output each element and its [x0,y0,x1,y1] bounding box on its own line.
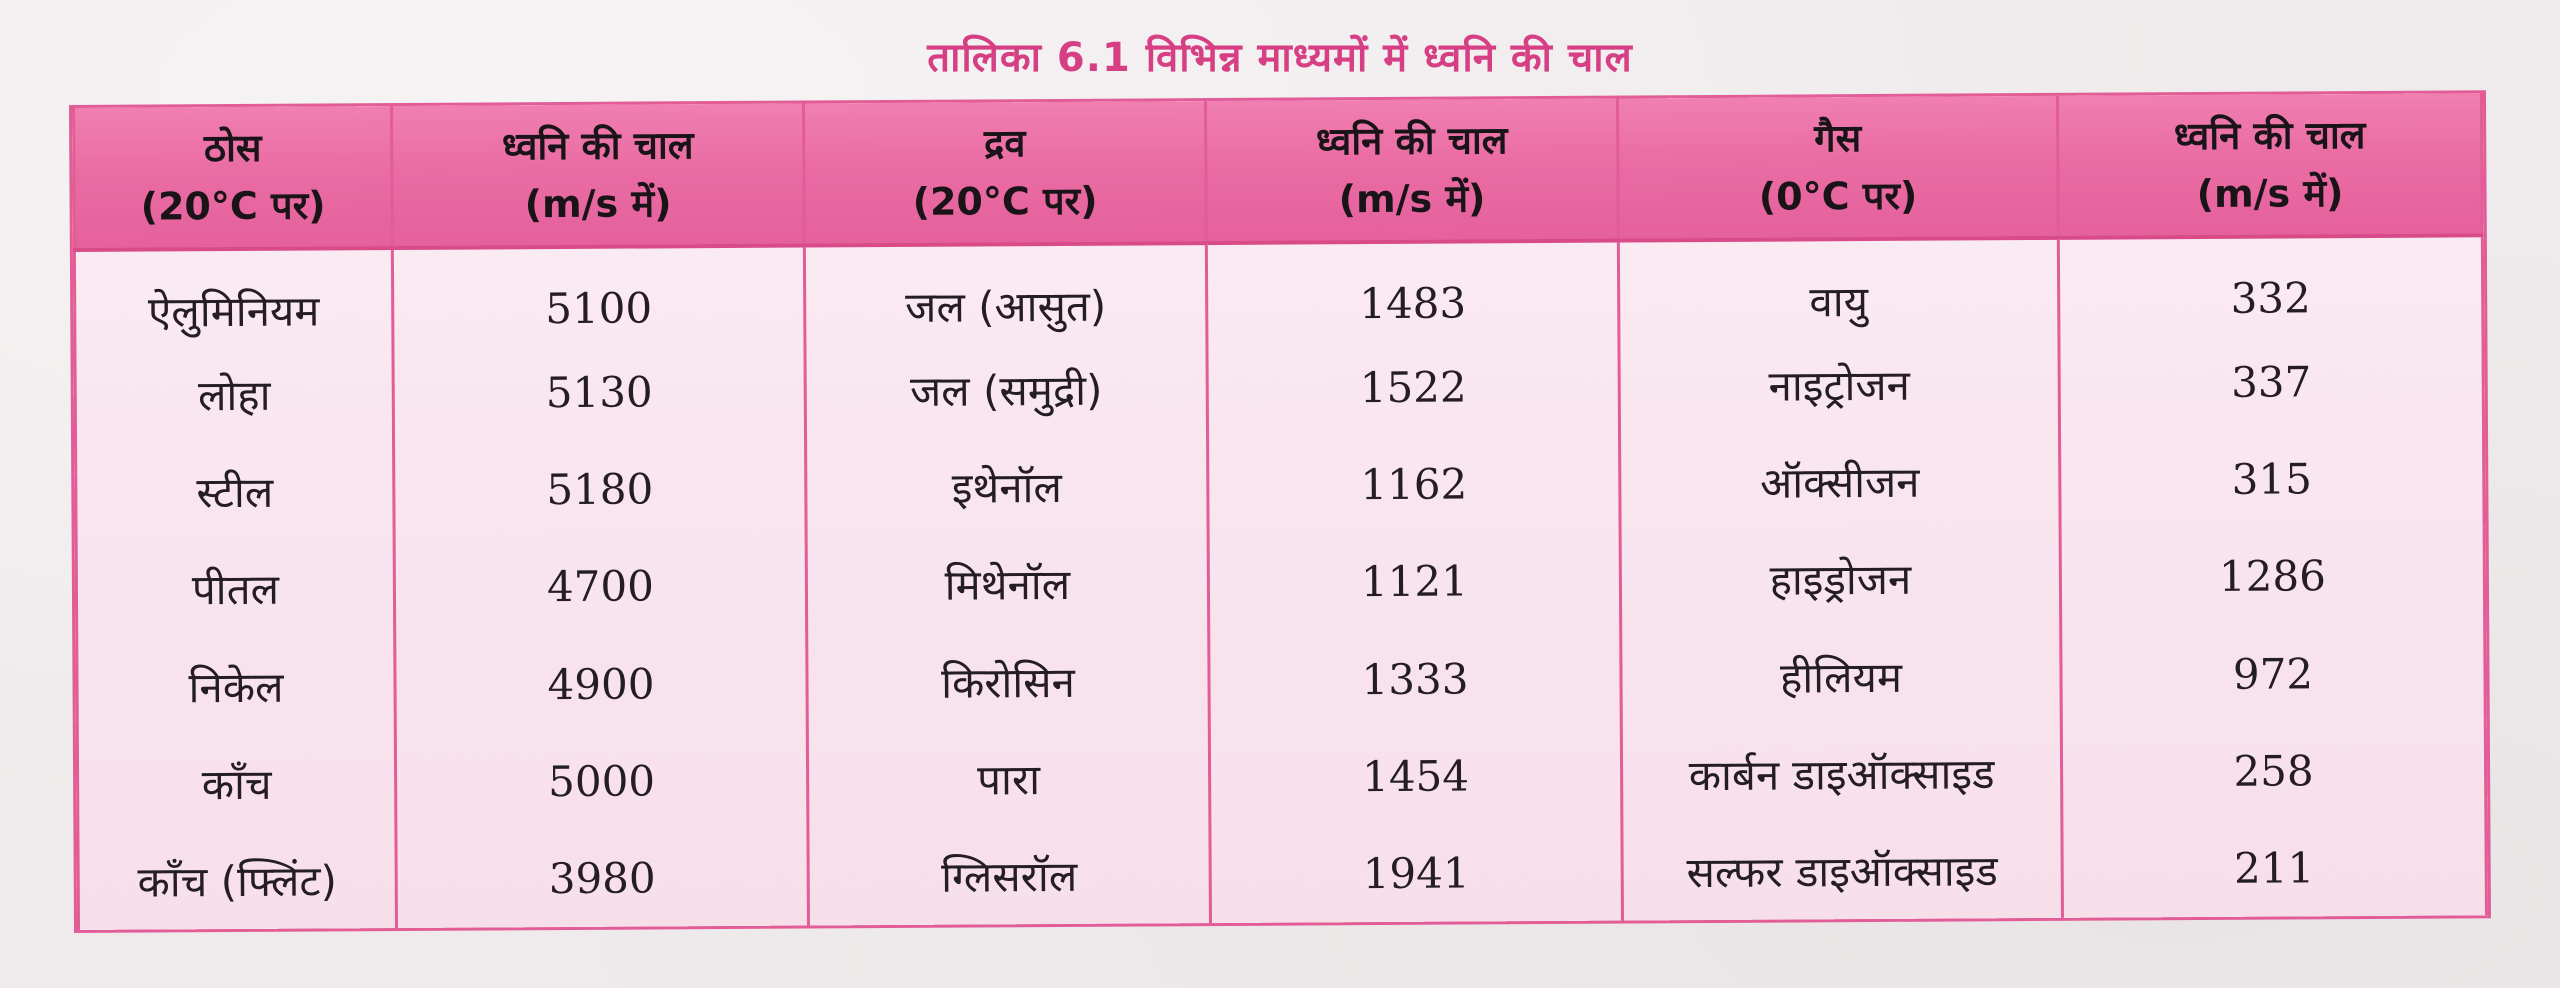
solid-speed-cell: 3980 [395,828,809,929]
solid-cell: लोहा [74,345,394,445]
header-liquid-condition: (20°C पर) [912,178,1098,224]
liquid-speed-cell: 1333 [1208,629,1622,729]
header-gas-speed-unit: (m/s में) [2196,171,2344,217]
solid-cell: काँच [77,733,396,833]
header-liquid-speed-title: ध्वनि की चाल [1315,118,1508,164]
table-row: काँच (फ्लिंट) 3980 ग्लिसरॉल 1941 सल्फर ड… [77,818,2487,930]
liquid-cell: जल (समुद्री) [804,340,1208,440]
solid-speed-cell: 4700 [394,536,807,637]
liquid-speed-cell: 1941 [1209,823,1623,924]
liquid-cell: इथेनॉल [805,437,1209,537]
speed-of-sound-table-container: ठोस (20°C पर) ध्वनि की चाल (m/s में) द्र… [72,93,2488,930]
gas-speed-cell: 972 [2060,623,2486,724]
speed-of-sound-table: ठोस (20°C पर) ध्वनि की चाल (m/s में) द्र… [72,93,2488,930]
solid-cell: पीतल [76,539,395,639]
table-row: पीतल 4700 मिथेनॉल 1121 हाइड्रोजन 1286 [76,526,2485,639]
header-gas-title: गैस [1814,116,1862,161]
liquid-cell: किरोसिन [806,631,1210,732]
header-liquid: द्रव (20°C पर) [803,101,1207,246]
header-solid-speed-title: ध्वनि की चाल [501,123,694,169]
solid-speed-cell: 4900 [394,634,808,734]
solid-cell: निकेल [76,636,396,736]
table-body: ऐलुमिनियम 5100 जल (आसुत) 1483 वायु 332 ल… [74,235,2487,930]
header-liquid-speed: ध्वनि की चाल (m/s में) [1205,98,1619,244]
header-solid-speed: ध्वनि की चाल (m/s में) [391,103,805,249]
table-caption: तालिका 6.1 विभिन्न माध्यमों में ध्वनि की… [927,35,1633,81]
table-header: ठोस (20°C पर) ध्वनि की चाल (m/s में) द्र… [73,93,2483,250]
header-gas: गैस (0°C पर) [1617,95,2059,241]
solid-speed-cell: 5130 [392,342,806,443]
header-gas-speed-title: ध्वनि की चाल [2173,112,2366,159]
header-gas-condition: (0°C पर) [1758,173,1918,219]
gas-speed-cell: 258 [2061,720,2486,821]
header-solid-title: ठोस [203,125,262,171]
header-gas-speed: ध्वनि की चाल (m/s में) [2057,93,2483,238]
liquid-cell: जल (आसुत) [804,243,1207,343]
header-liquid-speed-unit: (m/s में) [1338,176,1486,222]
liquid-cell: ग्लिसरॉल [807,825,1211,926]
gas-cell: नाइट्रोजन [1618,335,2060,435]
gas-cell: कार्बन डाइऑक्साइड [1621,723,2062,824]
solid-cell: ऐलुमिनियम [74,248,393,348]
gas-speed-cell: 211 [2061,818,2487,918]
header-solid: ठोस (20°C पर) [73,106,393,250]
liquid-speed-cell: 1522 [1206,337,1620,438]
gas-speed-cell: 337 [2058,332,2484,433]
header-liquid-title: द्रव [983,121,1026,166]
header-solid-speed-unit: (m/s में) [524,181,672,227]
table-row: लोहा 5130 जल (समुद्री) 1522 नाइट्रोजन 33… [74,332,2484,445]
header-solid-condition: (20°C पर) [140,183,326,229]
gas-cell: हाइड्रोजन [1620,529,2061,630]
table-row: स्टील 5180 इथेनॉल 1162 ऑक्सीजन 315 [75,429,2485,542]
table-row: निकेल 4900 किरोसिन 1333 हीलियम 972 [76,623,2486,736]
gas-cell: हीलियम [1620,626,2062,727]
gas-cell: सल्फर डाइऑक्साइड [1621,820,2063,921]
gas-cell: ऑक्सीजन [1619,432,2061,532]
liquid-speed-cell: 1483 [1206,240,1619,341]
liquid-cell: पारा [807,728,1210,829]
gas-cell: वायु [1618,237,2059,338]
solid-cell: काँच (फ्लिंट) [77,830,397,930]
table-row: ऐलुमिनियम 5100 जल (आसुत) 1483 वायु 332 [74,235,2483,348]
solid-speed-cell: 5180 [393,439,807,540]
liquid-speed-cell: 1454 [1209,726,1622,826]
gas-speed-cell: 1286 [2060,526,2485,627]
solid-speed-cell: 5100 [392,245,805,346]
gas-speed-cell: 315 [2059,429,2485,530]
liquid-speed-cell: 1121 [1208,531,1621,632]
liquid-speed-cell: 1162 [1207,434,1621,535]
gas-speed-cell: 332 [2058,235,2483,336]
solid-speed-cell: 5000 [395,731,808,831]
solid-cell: स्टील [75,442,395,542]
liquid-cell: मिथेनॉल [806,534,1209,635]
header-row: ठोस (20°C पर) ध्वनि की चाल (m/s में) द्र… [73,93,2483,250]
table-row: काँच 5000 पारा 1454 कार्बन डाइऑक्साइड 25… [77,720,2486,833]
